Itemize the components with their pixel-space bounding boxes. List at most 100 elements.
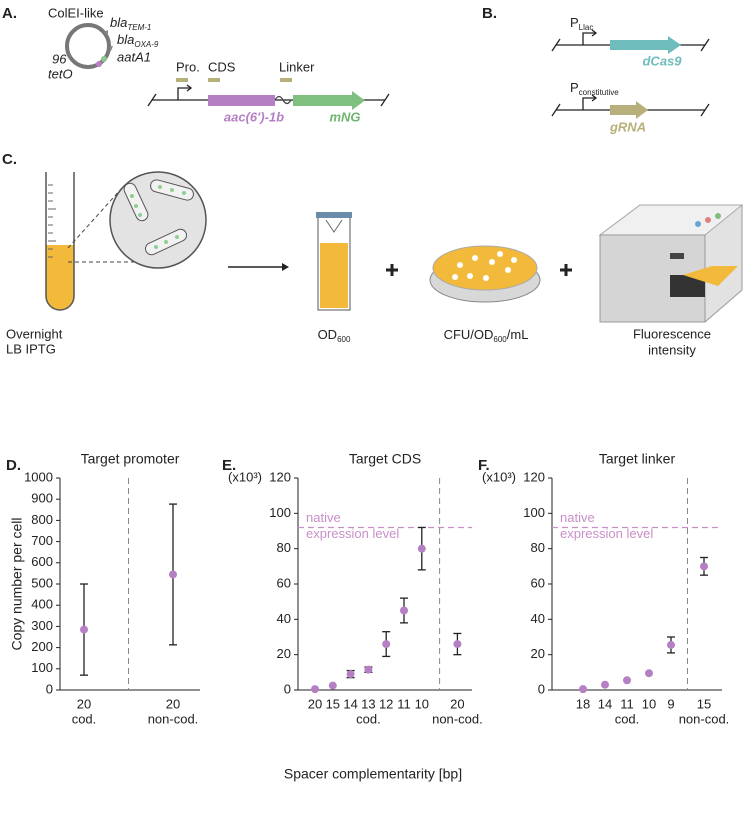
od-sub: 600: [337, 335, 351, 344]
x-tick-label: 20: [308, 696, 322, 711]
plasmid-origin: 96: [52, 51, 67, 66]
y-tick-label: 120: [523, 469, 545, 484]
plasmid: [65, 23, 113, 69]
gene-sub: TEM-1: [127, 23, 151, 32]
y-tick-label: 80: [277, 540, 291, 555]
y-tick-label: 600: [31, 554, 53, 569]
x-tick-label: 20: [166, 696, 180, 711]
region-bar: [208, 78, 220, 82]
promoter-sub: constitutive: [579, 88, 620, 97]
cfu-label: CFU/OD600/mL: [444, 327, 529, 344]
y-tick-label: 60: [531, 575, 545, 590]
x-tick-label: 10: [642, 696, 656, 711]
y-tick-label: 80: [531, 540, 545, 555]
group-label: cod.: [72, 711, 97, 726]
data-point: [623, 676, 631, 685]
data-point: [601, 680, 609, 689]
gene-box: [208, 95, 275, 106]
x-tick-label: 9: [667, 696, 674, 711]
gene-sub: OXA-9: [134, 40, 159, 49]
axis-unit: (x10³): [228, 469, 262, 484]
gene-arrow: [610, 101, 648, 119]
fluorescence-label: intensity: [648, 342, 696, 357]
gene-label: mNG: [329, 109, 360, 124]
y-tick-label: 0: [46, 681, 53, 696]
reference-label: native: [560, 510, 595, 525]
promoter-name: P: [570, 80, 579, 95]
x-tick-label: 18: [576, 696, 590, 711]
y-tick-label: 200: [31, 639, 53, 654]
y-tick-label: 40: [277, 611, 291, 626]
gene-label: gRNA: [609, 119, 646, 134]
group-label: non-cod.: [432, 711, 483, 726]
plasmid-backbone: ColEI-like: [48, 5, 104, 20]
group-label: cod.: [356, 711, 381, 726]
y-axis-label: Copy number per cell: [9, 517, 25, 650]
od-name: OD: [318, 327, 338, 342]
plate-reader: [598, 204, 744, 323]
region-bar: [176, 78, 188, 82]
data-point: [400, 606, 408, 615]
chart-title: Target CDS: [349, 451, 421, 467]
x-tick-label: 15: [326, 696, 340, 711]
culture-label: Overnight: [6, 326, 63, 341]
y-tick-label: 700: [31, 533, 53, 548]
x-tick-label: 14: [598, 696, 612, 711]
cfu-name: CFU/OD: [444, 327, 494, 342]
cfu-suffix: /mL: [507, 327, 529, 342]
promoter-sub: Llac: [579, 23, 594, 32]
data-point: [645, 669, 653, 678]
cfu-sub: 600: [493, 335, 507, 344]
y-tick-label: 20: [531, 646, 545, 661]
plasmid-gene: aatA1: [117, 49, 151, 64]
gene-name: bla: [117, 32, 134, 47]
group-label: non-cod.: [679, 711, 730, 726]
data-point: [579, 685, 587, 694]
x-tick-label: 20: [77, 696, 91, 711]
x-tick-label: 14: [343, 696, 357, 711]
x-tick-label: 13: [361, 696, 375, 711]
reference-label: native: [306, 510, 341, 525]
y-tick-label: 400: [31, 597, 53, 612]
y-tick-label: 900: [31, 491, 53, 506]
promoter-name: P: [570, 15, 579, 30]
panel-label: E.: [222, 457, 236, 474]
x-tick-label: 15: [697, 696, 711, 711]
y-tick-label: 120: [269, 469, 291, 484]
x-tick-label: 11: [620, 696, 634, 711]
panel-label: C.: [2, 151, 17, 168]
plasmid-operator: tetO: [48, 66, 73, 81]
y-tick-label: 300: [31, 618, 53, 633]
y-tick-label: 100: [269, 505, 291, 520]
plus: [386, 264, 398, 276]
data-point: [311, 685, 319, 694]
region-bar: [280, 78, 292, 82]
promoter-label: Pconstitutive: [570, 80, 619, 97]
gene-name: bla: [110, 15, 127, 30]
petri-dish: [429, 245, 541, 303]
group-label: non-cod.: [148, 711, 199, 726]
od-label: OD600: [318, 327, 351, 344]
group-label: cod.: [615, 711, 640, 726]
panel-label: D.: [6, 457, 21, 474]
data-point: [382, 640, 391, 649]
y-tick-label: 60: [277, 575, 291, 590]
y-tick-label: 20: [277, 646, 291, 661]
data-point: [700, 562, 708, 571]
fluorescence-label: Fluorescence: [633, 326, 711, 341]
panel-label: F.: [478, 457, 490, 474]
reference-label: expression level: [306, 526, 399, 541]
axis-unit: (x10³): [482, 469, 516, 484]
magnifier: [67, 171, 207, 269]
y-tick-label: 800: [31, 512, 53, 527]
region-label: CDS: [208, 59, 236, 74]
panel-label: B.: [482, 5, 497, 22]
chart-title: Target promoter: [81, 451, 180, 467]
x-tick-label: 12: [379, 696, 393, 711]
gene-arrow: [293, 91, 365, 110]
culture-label: LB IPTG: [6, 341, 56, 356]
data-point: [169, 570, 177, 579]
x-tick-label: 10: [415, 696, 429, 711]
cuvette: [316, 212, 352, 311]
